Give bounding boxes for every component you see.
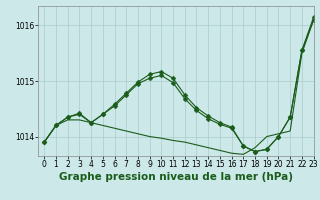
X-axis label: Graphe pression niveau de la mer (hPa): Graphe pression niveau de la mer (hPa) — [59, 172, 293, 182]
